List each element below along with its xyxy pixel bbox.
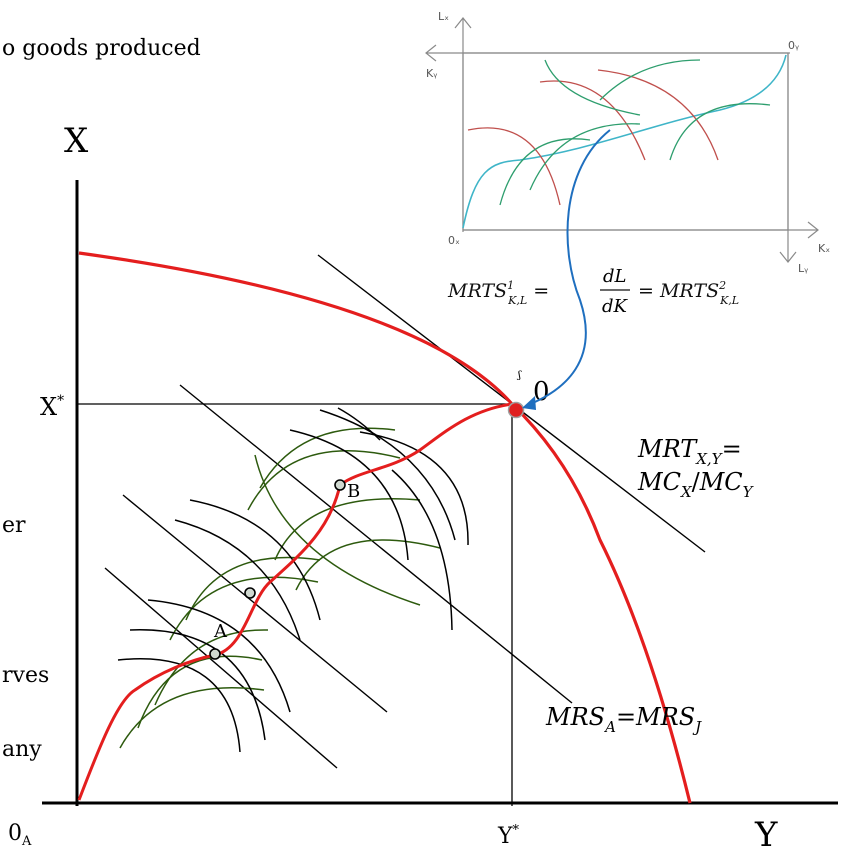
production-box-inset: Lₓ 0ᵧ Kᵧ 0ₓ Kₓ Lᵧ	[425, 10, 830, 275]
x-star-label: X*	[40, 393, 64, 421]
point-a-label: A	[213, 621, 228, 642]
svg-text:MRSA=MRSJ: MRSA=MRSJ	[545, 703, 702, 736]
mrts-equation: MRTS1 K,L = dL dK = MRTS2 K,L	[447, 266, 739, 317]
inset-kx-label: Kₓ	[818, 242, 830, 255]
y-star-label: Y*	[497, 823, 520, 849]
contract-curve	[77, 402, 513, 801]
svg-text:Y*: Y*	[497, 823, 520, 849]
inset-ly-label: Lᵧ	[798, 262, 808, 275]
endpoint-label: 0	[533, 377, 550, 407]
x-axis-title: X	[64, 121, 89, 161]
y-axis-title: Y	[754, 815, 778, 855]
side-fragment-1: er	[2, 513, 26, 538]
mrs-line-a	[104, 567, 338, 769]
inset-ox-label: 0ₓ	[448, 234, 460, 247]
svg-text:dL: dL	[603, 266, 626, 287]
inset-contract-curve	[462, 54, 787, 229]
ppf-curve	[78, 251, 692, 804]
endpoint-marker	[507, 401, 525, 419]
side-fragment-2: rves	[2, 663, 49, 688]
svg-text:MRTX,Y=: MRTX,Y=	[637, 435, 742, 468]
header-fragment: o goods produced	[2, 36, 201, 61]
endpoint-mark-glyph: ᶴ	[516, 368, 522, 389]
inset-oy-label: 0ᵧ	[788, 39, 799, 52]
point-mid	[244, 587, 256, 599]
mrt-equation: MRTX,Y= MCX/MCY	[637, 435, 755, 501]
inset-lx-label: Lₓ	[438, 10, 449, 23]
point-b-label: B	[347, 481, 360, 502]
svg-text:MCX/MCY: MCX/MCY	[637, 468, 755, 501]
svg-text:0A: 0A	[8, 821, 32, 849]
point-b	[334, 479, 346, 491]
svg-text:dK: dK	[602, 296, 629, 317]
indifference-curves-a	[119, 427, 441, 749]
mrs-line-b	[179, 384, 573, 704]
side-fragment-3: any	[2, 737, 42, 762]
inset-ky-label: Kᵧ	[426, 67, 437, 80]
origin-label: 0A	[8, 821, 32, 849]
svg-text:X*: X*	[40, 393, 64, 421]
main-axes	[42, 180, 838, 806]
mrs-equation: MRSA=MRSJ	[545, 703, 702, 736]
point-a	[209, 648, 221, 660]
link-arrow	[522, 129, 611, 410]
